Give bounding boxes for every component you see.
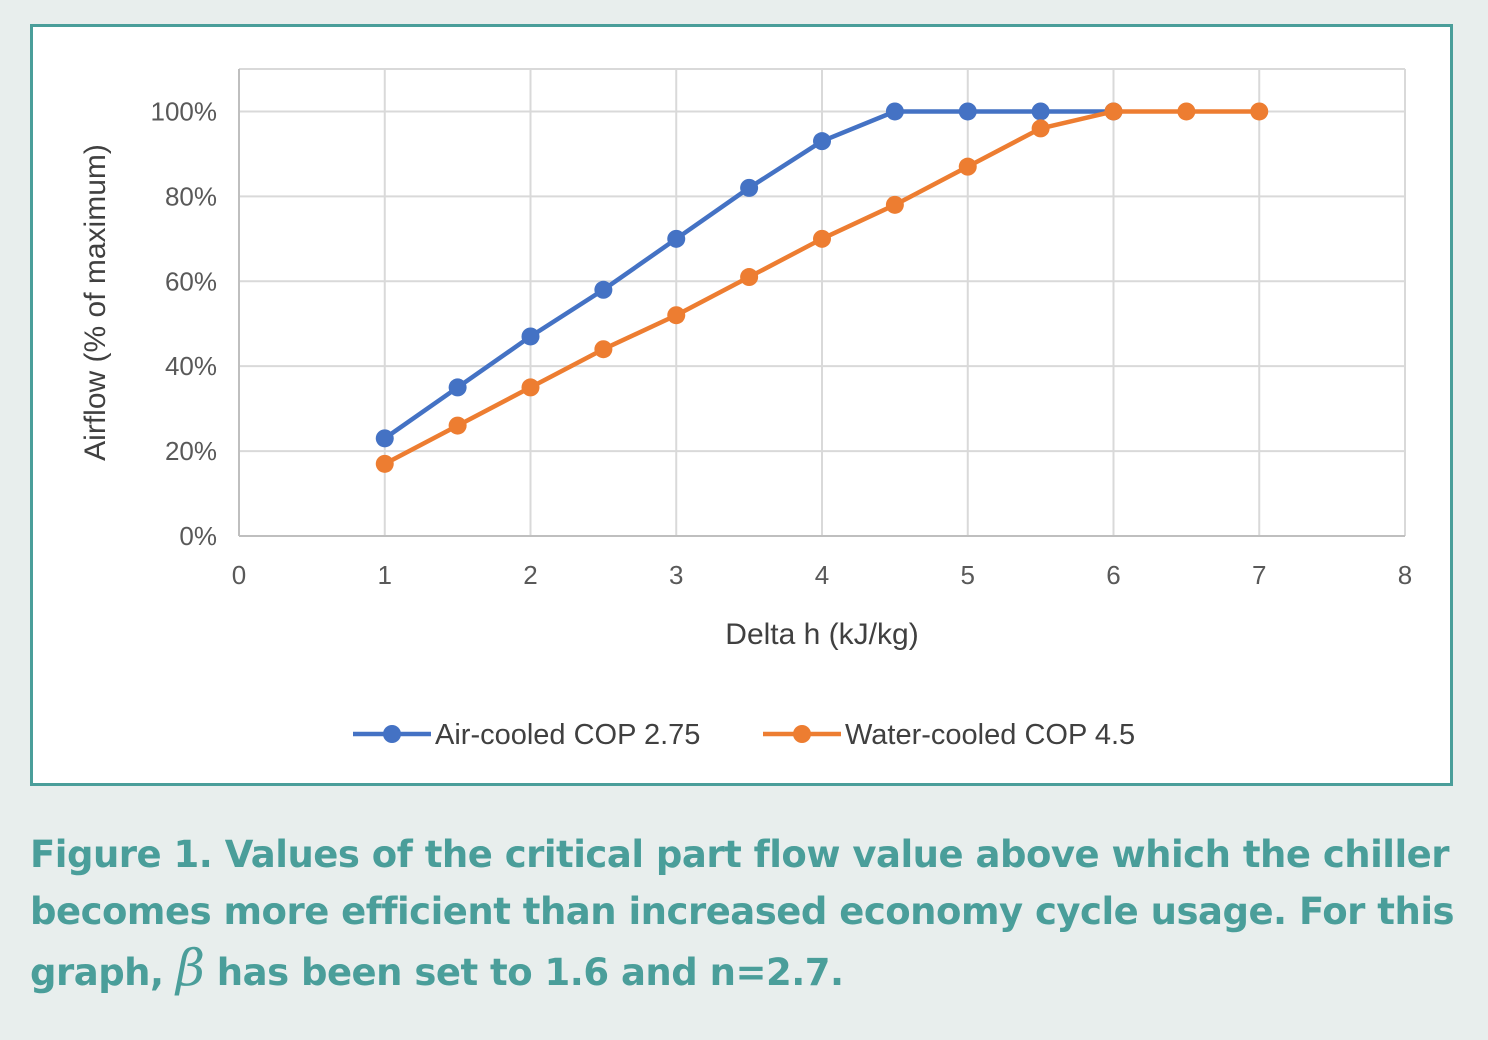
water-cooled-data-point (1031, 119, 1050, 138)
y-tick-label: 20% (165, 436, 217, 466)
water-cooled-data-point (667, 306, 686, 325)
x-tick-label: 2 (523, 560, 537, 590)
water-cooled-data-point (1177, 102, 1196, 121)
x-tick-label: 8 (1398, 560, 1412, 590)
legend-water-cooled-label: Water-cooled COP 4.5 (845, 719, 1135, 751)
x-tick-label: 7 (1252, 560, 1266, 590)
air-cooled-data-point (667, 229, 686, 248)
series-lines (375, 102, 1269, 473)
legend-air-cooled-label: Air-cooled COP 2.75 (435, 719, 700, 751)
water-cooled-data-point (885, 195, 904, 214)
air-cooled-data-point (958, 102, 977, 121)
air-cooled-data-point (594, 280, 613, 299)
water-cooled-data-point (958, 157, 977, 176)
water-cooled-data-point (1104, 102, 1123, 121)
legend-air-cooled-swatch-marker (383, 725, 401, 743)
y-tick-label: 100% (151, 96, 218, 126)
chart: 0 1 2 3 4 5 6 7 80%20%40%60%80%100% Delta h (kJ/… (79, 68, 1412, 751)
beta-symbol: β (175, 939, 205, 997)
x-tick-label: 5 (961, 560, 975, 590)
chart-frame: 0 1 2 3 4 5 6 7 8 0% 20% 40% 60% 80% 100% Delta h (kJ/… (30, 24, 1453, 786)
water-cooled-data-point (521, 378, 540, 397)
water-cooled-data-point (1250, 102, 1269, 121)
y-tick-label: 0% (179, 521, 217, 551)
air-cooled-data-point (521, 327, 540, 346)
water-cooled-data-point (813, 229, 831, 248)
air-cooled-data-point (1031, 102, 1050, 121)
y-tick-label: 40% (165, 351, 217, 381)
air-cooled-data-point (375, 429, 394, 448)
y-tick-label: 80% (165, 181, 217, 211)
caption-line-1: Figure 1. Values of the critical part fl… (30, 833, 1450, 876)
water-cooled-data-point (594, 340, 613, 359)
legend-water-cooled-swatch-marker (793, 725, 811, 743)
caption-line-3-start: graph, (30, 951, 176, 994)
caption-line-2: becomes more efficient than increased ec… (30, 890, 1455, 933)
x-axis-title: Delta h (kJ/kg) (725, 618, 918, 651)
x-tick-label: 0 (232, 560, 246, 590)
y-tick-label: 60% (165, 266, 217, 296)
x-tick-label: 6 (1106, 560, 1120, 590)
air-cooled-data-point (740, 178, 759, 197)
water-cooled-data-point (448, 416, 467, 435)
air-cooled-data-point (885, 102, 904, 121)
x-tick-label: 3 (669, 560, 683, 590)
water-cooled-data-point (740, 268, 759, 287)
x-tick-label: 4 (815, 560, 829, 590)
legend: Air-cooled COP 2.75 Water-cooled COP 4.5 (353, 719, 1135, 751)
air-cooled-data-point (813, 132, 831, 151)
caption-line-3: graph, β has been set to 1.6 and n=2.7. (30, 940, 1470, 1001)
air-cooled-data-point (448, 378, 467, 397)
x-tick-label: 1 (378, 560, 392, 590)
water-cooled-data-point (375, 454, 394, 473)
y-axis-title: Airflow (% of maximum) (79, 144, 112, 461)
caption-line-3-end: has been set to 1.6 and n=2.7. (204, 951, 844, 994)
figure-caption: Figure 1. Values of the critical part fl… (30, 826, 1470, 1001)
axes: 0 1 2 3 4 5 6 7 80%20%40%60%80%100% (151, 69, 1412, 590)
